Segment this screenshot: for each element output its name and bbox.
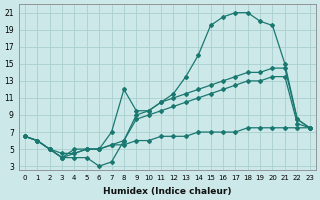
- X-axis label: Humidex (Indice chaleur): Humidex (Indice chaleur): [103, 187, 231, 196]
